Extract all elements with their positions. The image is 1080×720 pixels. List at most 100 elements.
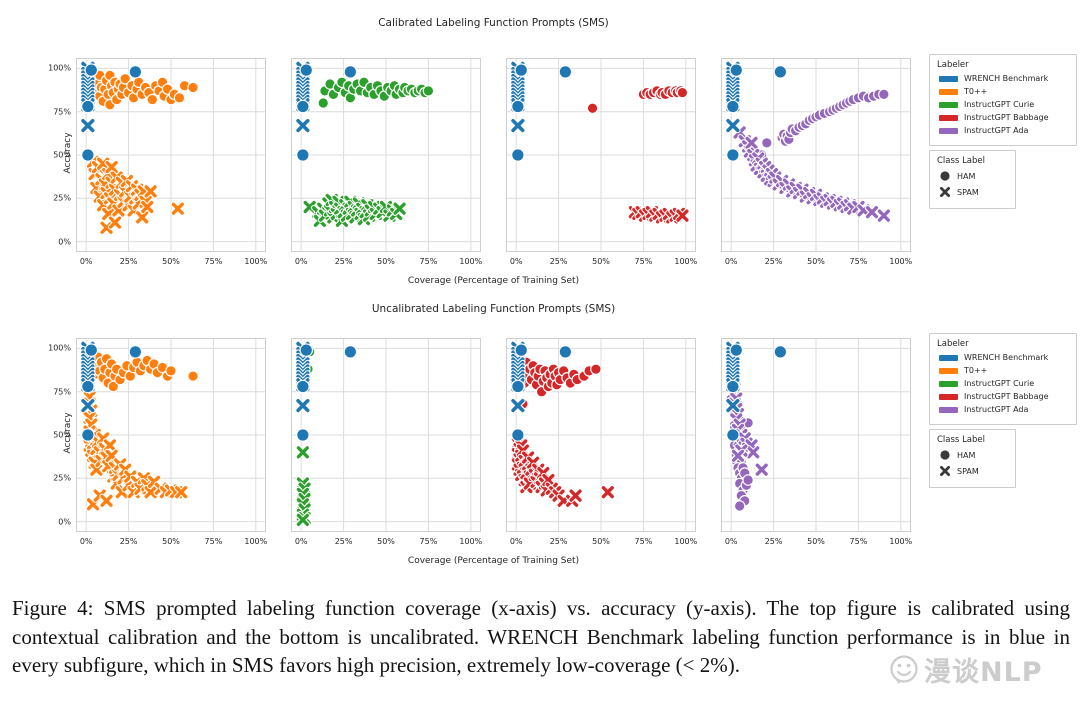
- series-InstructGPT Curie-ham: [317, 76, 435, 109]
- x-axis-tick-label: 25%: [549, 537, 568, 546]
- legend-item-label: WRENCH Benchmark: [964, 74, 1049, 83]
- x-axis-tick-label: 100%: [244, 257, 268, 266]
- legend-item-label: HAM: [957, 171, 976, 181]
- legend-title: Labeler: [937, 339, 969, 349]
- legend-item-InstructGPT Babbage: InstructGPT Babbage: [939, 392, 1068, 401]
- x-axis-tick-label: 100%: [244, 537, 268, 546]
- x-axis-tick-label: 50%: [162, 257, 180, 266]
- x-axis-tick-label: 0%: [294, 537, 308, 546]
- x-axis-tick-label: 50%: [592, 537, 610, 546]
- series-wrench-ham: [726, 63, 788, 162]
- legend-item-label: InstructGPT Ada: [964, 126, 1029, 135]
- legend-item-label: InstructGPT Ada: [964, 405, 1029, 414]
- y-axis-tick-label: 50%: [53, 150, 71, 160]
- series-T0++-spam: [85, 154, 185, 235]
- x-axis-tick-label: 75%: [204, 257, 223, 266]
- x-axis-label-bottom: Coverage (Percentage of Training Set): [407, 556, 580, 566]
- legend-item-label: InstructGPT Babbage: [964, 113, 1049, 122]
- scatter-panel-uncalibrated-t0pp: 0% 25% 50% 75% 100% 0% 25% 50% 75% 100%: [48, 338, 267, 546]
- y-axis-label-bottom: Accuracy: [63, 412, 73, 454]
- x-axis-tick-label: 100%: [889, 537, 913, 546]
- series-wrench-ham: [511, 343, 573, 442]
- x-axis-tick-label: 75%: [634, 537, 653, 546]
- scatter-panel-uncalibrated-babbage: 0% 25% 50% 75% 100%: [506, 338, 697, 546]
- legend-labeler-top: Labeler WRENCH Benchmark T0++ InstructGPT C…: [929, 54, 1077, 146]
- legend-item-HAM: HAM: [939, 449, 1007, 461]
- x-axis-tick-label: 25%: [334, 257, 353, 266]
- x-axis-tick-label: 0%: [294, 257, 308, 266]
- legend-swatch: [939, 367, 958, 374]
- legend-class-label-bottom: Class Label HAM SPAM: [929, 429, 1016, 488]
- x-axis-tick-label: 0%: [724, 257, 738, 266]
- series-InstructGPT Ada-spam: [732, 125, 892, 223]
- legend-labeler-bottom: Labeler WRENCH Benchmark T0++ InstructGPT C…: [929, 333, 1077, 425]
- legend-item-InstructGPT Curie: InstructGPT Curie: [939, 100, 1068, 109]
- ham-circle-marker-icon: [940, 450, 950, 460]
- series-InstructGPT Babbage-ham: [586, 85, 689, 115]
- x-axis-tick-label: 25%: [764, 537, 783, 546]
- x-axis-tick-label: 75%: [634, 257, 653, 266]
- series-wrench-ham: [81, 63, 143, 162]
- legend-swatch: [939, 406, 958, 413]
- legend-item-T0++: T0++: [939, 87, 1068, 96]
- x-axis-tick-label: 100%: [459, 257, 483, 266]
- legend-swatch: [939, 101, 958, 108]
- x-axis-tick-label: 75%: [849, 537, 868, 546]
- series-T0++-ham: [83, 351, 199, 393]
- legend-title: Class Label: [937, 435, 985, 445]
- y-axis-tick-label: 25%: [53, 473, 71, 483]
- series-wrench-ham: [81, 343, 143, 442]
- x-axis-tick-label: 50%: [807, 537, 825, 546]
- x-axis-tick-label: 25%: [549, 257, 568, 266]
- x-axis-tick-label: 50%: [377, 537, 395, 546]
- y-axis-tick-label: 25%: [53, 193, 71, 203]
- legend-swatch: [939, 393, 958, 400]
- x-axis-tick-label: 50%: [162, 537, 180, 546]
- legend-swatch: [939, 88, 958, 95]
- legend-item-WRENCH Benchmark: WRENCH Benchmark: [939, 74, 1068, 83]
- x-axis-tick-label: 75%: [204, 537, 223, 546]
- legend-item-label: InstructGPT Babbage: [964, 392, 1049, 401]
- y-axis-tick-label: 100%: [48, 63, 71, 73]
- series-InstructGPT Curie-spam: [302, 192, 407, 229]
- x-axis-tick-label: 25%: [119, 537, 138, 546]
- legend-title: Labeler: [937, 60, 969, 70]
- figure-caption: Figure 4: SMS prompted labeling function…: [12, 596, 1070, 678]
- x-axis-tick-label: 0%: [509, 257, 523, 266]
- legend-item-label: InstructGPT Curie: [964, 379, 1035, 388]
- series-InstructGPT Babbage-ham: [517, 356, 602, 410]
- series-wrench-ham: [511, 63, 573, 162]
- legend-item-HAM: HAM: [939, 170, 1007, 182]
- x-axis-tick-label: 75%: [849, 257, 868, 266]
- scatter-panel-uncalibrated-curie: 0% 25% 50% 75% 100%: [291, 338, 482, 546]
- x-axis-tick-label: 100%: [459, 537, 483, 546]
- series-wrench-ham: [296, 63, 358, 162]
- legend-item-T0++: T0++: [939, 366, 1068, 375]
- x-axis-tick-label: 0%: [79, 537, 93, 546]
- series-T0++-ham: [88, 69, 199, 111]
- legend-class-label-top: Class Label HAM SPAM: [929, 150, 1016, 209]
- x-axis-tick-label: 25%: [764, 257, 783, 266]
- series-T0++-spam: [82, 389, 189, 512]
- legend-swatch: [939, 114, 958, 121]
- legend-item-label: SPAM: [957, 466, 979, 476]
- legend-swatch: [939, 354, 958, 361]
- legend-item-InstructGPT Curie: InstructGPT Curie: [939, 379, 1068, 388]
- legend-item-SPAM: SPAM: [939, 465, 1007, 477]
- legend-item-label: T0++: [964, 366, 988, 375]
- legend-item-label: T0++: [964, 87, 988, 96]
- figure-title-calibrated: Calibrated Labeling Function Prompts (SM…: [378, 17, 609, 29]
- y-axis-tick-label: 100%: [48, 343, 71, 353]
- legend-item-label: InstructGPT Curie: [964, 100, 1035, 109]
- legend-item-InstructGPT Ada: InstructGPT Ada: [939, 126, 1068, 135]
- x-axis-tick-label: 50%: [592, 257, 610, 266]
- series-wrench-ham: [296, 343, 358, 442]
- y-axis-label-top: Accuracy: [63, 132, 73, 174]
- y-axis-tick-label: 75%: [53, 387, 71, 397]
- ham-circle-marker-icon: [940, 171, 950, 181]
- legend-item-label: WRENCH Benchmark: [964, 353, 1049, 362]
- x-axis-tick-label: 25%: [334, 537, 353, 546]
- legend-item-SPAM: SPAM: [939, 186, 1007, 198]
- legend-item-InstructGPT Babbage: InstructGPT Babbage: [939, 113, 1068, 122]
- x-axis-tick-label: 100%: [674, 257, 698, 266]
